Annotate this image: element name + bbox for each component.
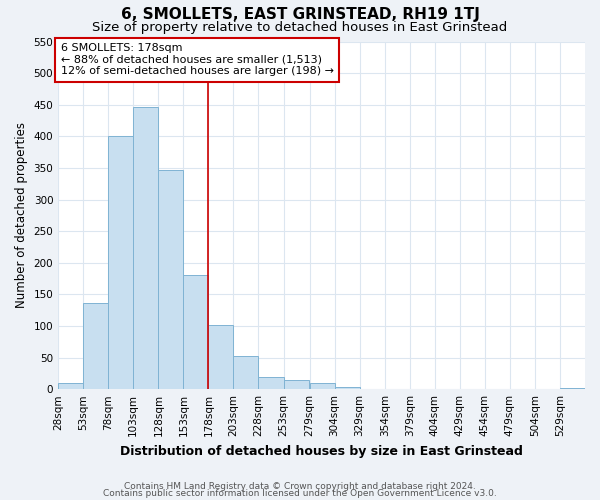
Bar: [58, 383, 83, 389]
Bar: [108, 136, 133, 389]
Bar: [310, 383, 335, 389]
Text: 6 SMOLLETS: 178sqm
← 88% of detached houses are smaller (1,513)
12% of semi-deta: 6 SMOLLETS: 178sqm ← 88% of detached hou…: [61, 43, 334, 76]
Bar: [158, 170, 184, 389]
Text: 6, SMOLLETS, EAST GRINSTEAD, RH19 1TJ: 6, SMOLLETS, EAST GRINSTEAD, RH19 1TJ: [121, 8, 479, 22]
Text: Contains public sector information licensed under the Open Government Licence v3: Contains public sector information licen…: [103, 488, 497, 498]
Bar: [359, 388, 385, 389]
Bar: [259, 376, 284, 389]
Bar: [335, 388, 359, 389]
Bar: [83, 302, 108, 389]
X-axis label: Distribution of detached houses by size in East Grinstead: Distribution of detached houses by size …: [120, 444, 523, 458]
Bar: [233, 356, 259, 389]
Text: Size of property relative to detached houses in East Grinstead: Size of property relative to detached ho…: [92, 21, 508, 34]
Bar: [133, 106, 158, 389]
Bar: [560, 388, 585, 389]
Text: Contains HM Land Registry data © Crown copyright and database right 2024.: Contains HM Land Registry data © Crown c…: [124, 482, 476, 491]
Y-axis label: Number of detached properties: Number of detached properties: [15, 122, 28, 308]
Bar: [208, 324, 233, 389]
Bar: [284, 380, 308, 389]
Bar: [184, 276, 208, 389]
